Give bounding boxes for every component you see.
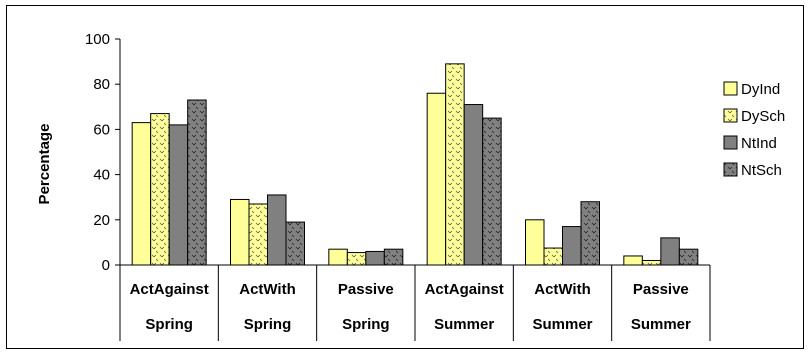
legend-swatch-dysch — [723, 108, 738, 123]
legend-swatch-ntsch — [723, 162, 738, 177]
bar-dysch-2 — [346, 252, 367, 266]
bar-dyind-2 — [328, 248, 348, 266]
category-label-top: ActWith — [534, 281, 591, 298]
bar-ntsch-5 — [678, 248, 699, 266]
legend-swatch-ntind — [723, 135, 738, 150]
bar-ntind-4 — [562, 226, 582, 266]
bar-chart: Percentage 0 20 40 60 80 100 ActAgainst Spring… — [36, 31, 785, 341]
bar-dyind-1 — [230, 198, 250, 266]
bar-dysch-0 — [150, 113, 170, 266]
y-tick-label: 100 — [85, 31, 110, 48]
bars — [131, 63, 699, 266]
category-label-top: ActAgainst — [130, 281, 209, 298]
category-label-bottom: Summer — [434, 316, 494, 333]
category-label-bottom: Spring — [145, 316, 193, 333]
y-tick-label: 60 — [93, 121, 110, 138]
category-label-bottom: Spring — [342, 316, 390, 333]
category-label-top: ActWith — [239, 281, 296, 298]
legend-label-ntsch: NtSch — [741, 162, 782, 179]
bar-ntsch-4 — [580, 201, 600, 266]
bar-ntsch-0 — [187, 99, 207, 266]
bar-dysch-3 — [445, 63, 465, 266]
legend: DyInd DySch NtInd NtSch — [723, 81, 785, 179]
legend-label-dyind: DyInd — [741, 81, 780, 98]
bar-ntind-1 — [267, 194, 287, 266]
category-label-bottom: Spring — [244, 316, 292, 333]
bar-ntind-2 — [365, 250, 385, 266]
category-labels: ActAgainst Spring ActWith Spring Passive Spri… — [130, 281, 691, 333]
y-tick-label: 40 — [93, 167, 110, 184]
axes — [119, 39, 711, 341]
bar-dysch-1 — [248, 203, 268, 266]
y-axis-ticks: 0 20 40 60 80 100 — [85, 31, 120, 274]
y-tick-label: 80 — [93, 76, 110, 93]
legend-swatch-dyind — [723, 81, 738, 96]
bar-ntind-5 — [660, 237, 680, 266]
category-label-top: ActAgainst — [425, 281, 504, 298]
bar-ntsch-2 — [383, 248, 404, 266]
bar-dysch-5 — [641, 259, 662, 266]
bar-dyind-0 — [131, 122, 152, 266]
bar-dyind-5 — [623, 255, 643, 266]
bar-ntsch-1 — [285, 221, 305, 266]
legend-label-ntind: NtInd — [741, 135, 777, 152]
bar-ntind-0 — [168, 124, 189, 266]
y-axis-title: Percentage — [36, 124, 53, 205]
legend-label-dysch: DySch — [741, 108, 785, 125]
category-label-top: Passive — [338, 281, 394, 298]
category-label-bottom: Summer — [631, 316, 691, 333]
category-label-top: Passive — [633, 281, 689, 298]
bar-dyind-3 — [426, 92, 447, 266]
bar-dyind-4 — [525, 219, 545, 266]
bar-dysch-4 — [543, 247, 563, 266]
bar-ntsch-3 — [482, 117, 502, 266]
category-label-bottom: Summer — [532, 316, 592, 333]
bar-ntind-3 — [463, 104, 484, 266]
chart-frame: Percentage 0 20 40 60 80 100 ActAgainst Spring… — [6, 5, 804, 349]
y-tick-label: 20 — [93, 212, 110, 229]
y-tick-label: 0 — [102, 257, 110, 274]
